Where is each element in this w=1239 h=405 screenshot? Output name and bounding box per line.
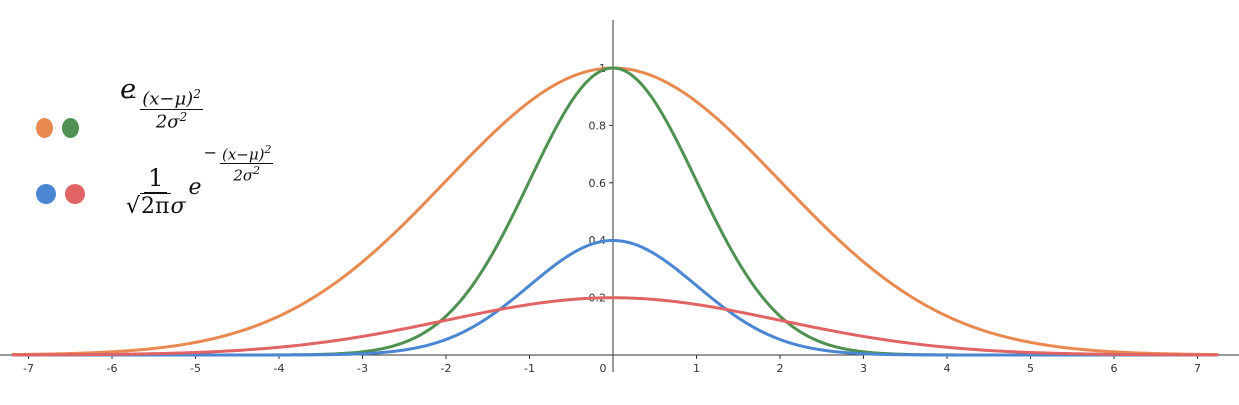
formula-base: e	[188, 175, 202, 200]
coefficient-fraction: 1 √ 2π σ	[126, 164, 186, 219]
legend-dot-orange	[36, 118, 54, 139]
legend-dot-green	[62, 118, 80, 139]
minus-sign: −	[203, 142, 217, 162]
formula-exponent: − (x−μ)2 2σ2	[203, 142, 274, 185]
legend-row-normalized: 1 √ 2π σ e − (x−μ)2 2σ2	[36, 143, 274, 221]
x-tick-label: -5	[190, 362, 201, 375]
x-tick-label: 3	[860, 362, 867, 375]
coefficient-numerator: 1	[148, 164, 164, 192]
x-tick-label: -1	[524, 362, 535, 375]
exponent-numerator: (x−μ)	[221, 145, 265, 163]
y-ticks: 0.20.40.60.81	[589, 62, 613, 305]
exponent-numerator-power: 2	[193, 87, 201, 101]
exponent-numerator-power: 2	[264, 142, 272, 156]
sqrt-symbol: √	[126, 194, 141, 219]
series-line-3	[11, 296, 1219, 357]
exponent-numerator: (x−μ)	[142, 88, 194, 110]
x-tick-label: -4	[274, 362, 285, 375]
legend-row-unnormalized: e − (x−μ)2 2σ2	[36, 74, 209, 167]
x-tick-label: 0	[600, 362, 607, 375]
legend-dot-blue	[36, 183, 56, 204]
legend-dot-red	[65, 183, 85, 204]
x-tick-label: -3	[357, 362, 368, 375]
minus-sign: −	[122, 87, 138, 108]
exponent-denominator: 2σ	[233, 166, 254, 185]
x-tick-label: 4	[944, 362, 951, 375]
series-lines	[11, 66, 1219, 357]
coefficient-denominator-tail: σ	[170, 194, 186, 219]
exponent-denominator-power: 2	[253, 164, 261, 177]
x-tick-label: 5	[1027, 362, 1034, 375]
formula-unnormalized: e − (x−μ)2 2σ2	[120, 74, 209, 151]
x-tick-label: -7	[23, 362, 34, 375]
formula-normalized: 1 √ 2π σ e − (x−μ)2 2σ2	[126, 143, 274, 219]
y-tick-label: 0.6	[589, 177, 607, 190]
series-line-2	[11, 239, 1219, 357]
formula-base: e	[120, 74, 137, 105]
exponent-denominator-power: 2	[179, 110, 188, 125]
y-tick-label: 0.8	[589, 119, 607, 132]
x-tick-label: -2	[441, 362, 452, 375]
x-tick-label: 7	[1194, 362, 1201, 375]
x-ticks: -7 -6 -5 -4 -3 -2 -1 0 1 2 3 4 5 6 7	[23, 355, 1201, 375]
exponent-denominator: 2σ	[155, 111, 180, 133]
x-tick-label: 6	[1111, 362, 1118, 375]
x-tick-label: 1	[693, 362, 700, 375]
x-tick-label: -6	[107, 362, 118, 375]
formula-exponent: − (x−μ)2 2σ2	[122, 87, 203, 133]
sqrt-content: 2π	[141, 194, 170, 219]
x-tick-label: 2	[777, 362, 784, 375]
